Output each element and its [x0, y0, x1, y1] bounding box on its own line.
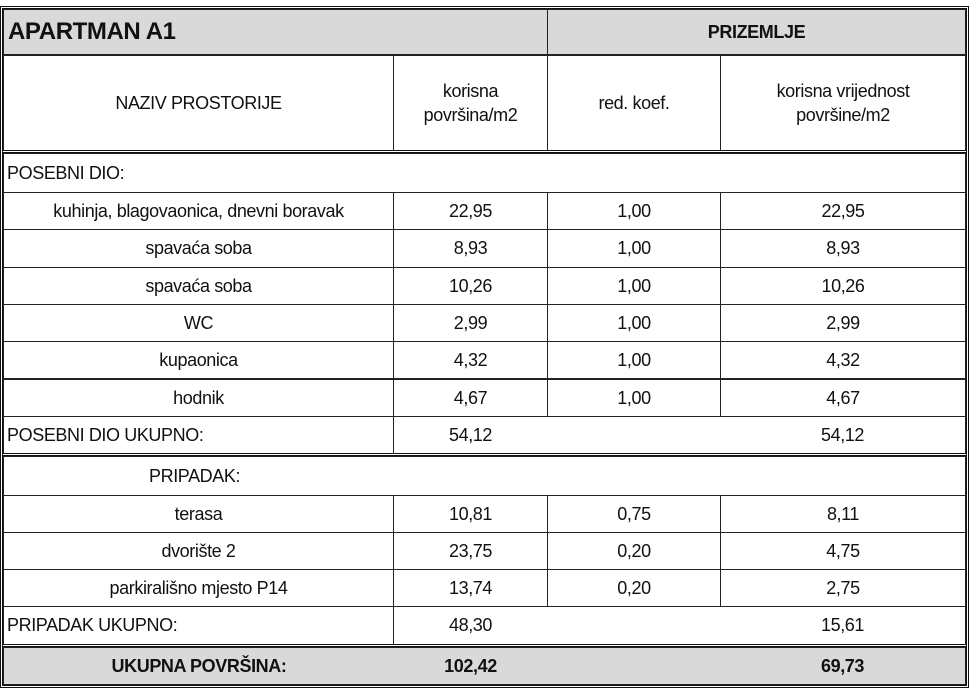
floor-label: PRIZEMLJE [547, 9, 966, 55]
pripadak-total-area: 48,30 [393, 606, 548, 645]
grand-total-coef [547, 647, 721, 685]
cell-area: 2,99 [393, 303, 548, 343]
cell-name: terasa [3, 495, 394, 533]
cell-area: 13,74 [393, 569, 548, 607]
cell-name: kuhinja, blagovaonica, dnevni boravak [3, 192, 394, 231]
header-name: NAZIV PROSTORIJE [3, 55, 394, 151]
cell-coef: 1,00 [547, 229, 721, 268]
pripadak-total-label: PRIPADAK UKUPNO: [3, 606, 394, 645]
cell-value: 10,26 [720, 266, 966, 305]
cell-value: 2,99 [720, 303, 966, 343]
cell-name: dvorište 2 [3, 532, 394, 570]
cell-name: hodnik [3, 378, 394, 417]
cell-name: spavaća soba [3, 266, 394, 305]
cell-name: parkirališno mjesto P14 [3, 569, 394, 607]
pripadak-total-value: 15,61 [720, 606, 966, 645]
cell-coef: 1,00 [547, 266, 721, 305]
cell-area: 4,67 [393, 378, 548, 417]
cell-coef: 0,20 [547, 532, 721, 570]
cell-area: 22,95 [393, 192, 548, 231]
cell-name: kupaonica [3, 341, 394, 380]
cell-area: 23,75 [393, 532, 548, 570]
cell-value: 8,11 [720, 495, 966, 533]
cell-value: 22,95 [720, 192, 966, 231]
cell-coef: 1,00 [547, 378, 721, 417]
grand-total-value: 69,73 [720, 647, 966, 685]
cell-value: 4,32 [720, 341, 966, 380]
cell-value: 8,93 [720, 229, 966, 268]
grand-total-label: UKUPNA POVRŠINA: [3, 647, 394, 685]
cell-area: 10,81 [393, 495, 548, 533]
cell-coef: 1,00 [547, 303, 721, 343]
posebni-total-area: 54,12 [393, 416, 548, 454]
divider [3, 644, 966, 647]
cell-value: 4,75 [720, 532, 966, 570]
posebni-total-value: 54,12 [720, 416, 966, 454]
cell-coef: 1,00 [547, 341, 721, 380]
cell-value: 4,67 [720, 378, 966, 417]
cell-name: WC [3, 303, 394, 343]
table-frame [0, 6, 969, 688]
cell-coef: 1,00 [547, 192, 721, 231]
posebni-total-coef [547, 416, 721, 454]
pripadak-total-coef [547, 606, 721, 645]
cell-coef: 0,20 [547, 569, 721, 607]
cell-area: 8,93 [393, 229, 548, 268]
section-label-pripadak: PRIPADAK: [3, 456, 966, 496]
header-coef: red. koef. [547, 55, 721, 151]
header-area: korisna površina/m2 [393, 55, 548, 151]
header-value: korisna vrijednost površine/m2 [720, 55, 966, 151]
grand-total-area: 102,42 [393, 647, 548, 685]
apartment-title: APARTMAN A1 [3, 9, 548, 55]
divider [3, 453, 966, 456]
section-label-posebni: POSEBNI DIO: [3, 153, 966, 193]
cell-name: spavaća soba [3, 229, 394, 268]
cell-area: 4,32 [393, 341, 548, 380]
cell-area: 10,26 [393, 266, 548, 305]
cell-coef: 0,75 [547, 495, 721, 533]
cell-value: 2,75 [720, 569, 966, 607]
divider [3, 150, 966, 153]
posebni-total-label: POSEBNI DIO UKUPNO: [3, 416, 394, 454]
